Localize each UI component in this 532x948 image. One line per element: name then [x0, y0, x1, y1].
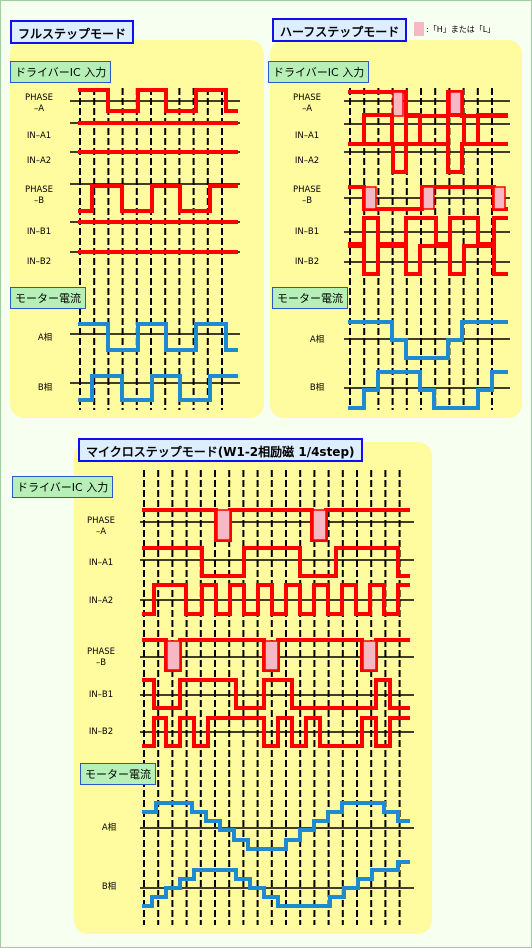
- sig-half-in-a1: IN–A1: [294, 131, 320, 141]
- micro-wave-current-a: [142, 801, 410, 851]
- legend-text: :「H」または「L」: [426, 25, 496, 34]
- half-wave-current-a: [348, 320, 508, 360]
- full-wave-current-b: [78, 374, 238, 402]
- sig-half-phase-a: PHASE –A: [292, 93, 322, 114]
- sig-micro-in-b1: IN–B1: [88, 690, 114, 700]
- micro-wave-in-b2: [142, 716, 410, 748]
- label-micro-motor-current: モーター電流: [80, 763, 156, 785]
- sig-half-phase-b-current: B相: [309, 383, 325, 393]
- full-wave-phase-a: [78, 88, 238, 113]
- panel-micro-bg: [74, 442, 432, 934]
- micro-dontcare-phase-a: [216, 509, 231, 541]
- sig-half-phase-b: PHASE –B: [292, 185, 322, 206]
- title-half-step: ハーフステップモード: [272, 18, 408, 42]
- sig-full-phase-a-current: A相: [37, 333, 53, 343]
- half-wave-in-b2: [348, 244, 508, 276]
- half-dontcare-phase-b: [364, 186, 377, 210]
- label-full-driver-input: ドライバーIC 入力: [10, 61, 112, 83]
- sig-micro-phase-b: PHASE –B: [86, 647, 116, 668]
- label-micro-driver-input: ドライバーIC 入力: [12, 476, 114, 498]
- full-wave-phase-b: [78, 184, 238, 213]
- micro-dontcare-phase-b: [264, 640, 279, 671]
- sig-micro-in-a1: IN–A1: [88, 558, 114, 568]
- half-dontcare-phase-b: [493, 186, 506, 210]
- micro-wave-in-a2: [142, 583, 410, 616]
- label-full-motor-current: モーター電流: [10, 287, 86, 309]
- sig-micro-in-a2: IN–A2: [88, 596, 114, 606]
- sig-half-in-a2: IN–A2: [294, 156, 320, 166]
- sig-micro-phase-b-current: B相: [101, 882, 117, 892]
- sig-full-phase-b-current: B相: [37, 383, 53, 393]
- title-full-step: フルステップモード: [10, 20, 135, 44]
- title-micro-step: マイクロステップモード(W1-2相励磁 1/4step): [78, 438, 363, 462]
- sig-micro-phase-a-current: A相: [101, 823, 117, 833]
- sig-full-phase-a: PHASE –A: [24, 93, 54, 114]
- micro-dontcare-phase-b: [362, 640, 377, 671]
- sig-full-in-a1: IN–A1: [26, 131, 52, 141]
- sig-half-phase-a-current: A相: [309, 335, 325, 345]
- label-half-motor-current: モーター電流: [272, 287, 348, 309]
- micro-wave-in-b1: [142, 678, 410, 710]
- micro-wave-in-a1: [142, 546, 410, 578]
- full-wave-current-a: [78, 322, 238, 352]
- sig-half-in-b2: IN–B2: [294, 257, 320, 267]
- micro-dontcare-phase-a: [312, 509, 327, 541]
- sig-half-in-b1: IN–B1: [294, 227, 320, 237]
- sig-full-phase-b: PHASE –B: [24, 185, 54, 206]
- sig-full-in-a2: IN–A2: [26, 156, 52, 166]
- half-dontcare-phase-a: [392, 91, 404, 117]
- half-dontcare-phase-b: [422, 186, 435, 210]
- sig-full-in-b2: IN–B2: [26, 257, 52, 267]
- half-dontcare-phase-a: [449, 91, 462, 117]
- label-half-driver-input: ドライバーIC 入力: [268, 61, 370, 83]
- half-wave-phase-a: [348, 90, 508, 118]
- panel-half-bg: [270, 40, 522, 418]
- micro-wave-current-b: [142, 860, 410, 908]
- sig-full-in-b1: IN–B1: [26, 227, 52, 237]
- half-wave-current-b: [348, 370, 508, 410]
- micro-dontcare-phase-b: [166, 640, 181, 671]
- sig-micro-phase-a: PHASE –A: [86, 516, 116, 537]
- half-wave-in-a2: [348, 142, 508, 174]
- sig-micro-in-b2: IN–B2: [88, 727, 114, 737]
- legend-swatch: [414, 22, 424, 36]
